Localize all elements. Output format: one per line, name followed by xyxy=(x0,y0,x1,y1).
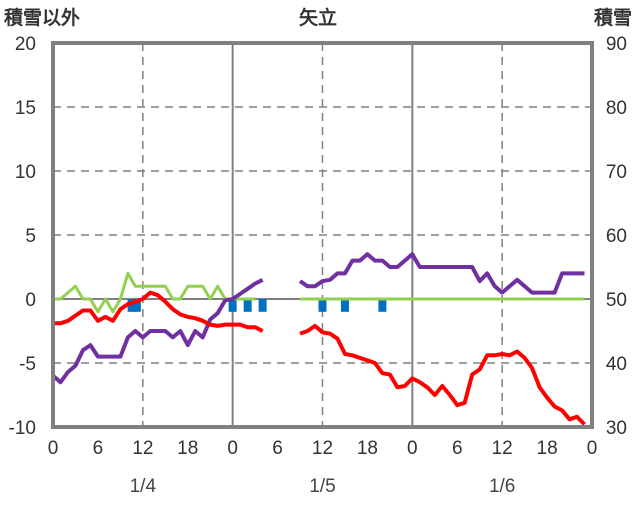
purple-series-line xyxy=(51,278,264,385)
y-tick-label: 5 xyxy=(25,226,36,247)
x-tick-label: 0 xyxy=(227,438,238,459)
date-label: 1/6 xyxy=(489,476,515,497)
right-axis-label: 積雪 xyxy=(594,6,632,29)
precip-bar xyxy=(228,299,237,312)
date-label: 1/5 xyxy=(309,476,335,497)
y2-tick-label: 50 xyxy=(606,290,627,311)
x-tick-label: 0 xyxy=(48,438,59,459)
x-tick-label: 12 xyxy=(492,438,513,459)
y-tick-label: -10 xyxy=(9,418,36,439)
y-tick-label: -5 xyxy=(19,354,36,375)
x-tick-label: 12 xyxy=(132,438,153,459)
precip-bar xyxy=(127,299,136,312)
green-series-line xyxy=(53,271,256,314)
x-tick-label: 18 xyxy=(177,438,198,459)
precip-bar xyxy=(340,299,349,312)
y2-tick-label: 90 xyxy=(606,34,627,55)
y2-tick-label: 70 xyxy=(606,162,627,183)
y-tick-label: 0 xyxy=(25,290,36,311)
precip-bar xyxy=(243,299,252,312)
x-tick-label: 0 xyxy=(587,438,598,459)
x-tick-label: 0 xyxy=(407,438,418,459)
date-label: 1/4 xyxy=(130,476,157,497)
x-tick-label: 12 xyxy=(312,438,333,459)
precip-bar xyxy=(132,299,141,312)
x-tick-label: 18 xyxy=(537,438,558,459)
precip-bar xyxy=(378,299,387,312)
red-series-line xyxy=(53,290,264,333)
x-tick-label: 6 xyxy=(93,438,104,459)
y2-tick-label: 80 xyxy=(606,98,627,119)
plot-frame xyxy=(51,41,594,429)
y-tick-label: 15 xyxy=(15,98,36,119)
y2-tick-label: 30 xyxy=(606,418,627,439)
x-tick-label: 6 xyxy=(272,438,283,459)
red-series-line xyxy=(299,323,586,426)
precip-bar xyxy=(318,299,327,312)
y-tick-label: 10 xyxy=(15,162,36,183)
x-tick-label: 6 xyxy=(452,438,463,459)
x-tick-label: 18 xyxy=(357,438,378,459)
y2-tick-label: 40 xyxy=(606,354,627,375)
left-axis-label: 積雪以外 xyxy=(4,6,80,29)
precip-bar xyxy=(258,299,267,312)
y2-tick-label: 60 xyxy=(606,226,627,247)
chart-title: 矢立 xyxy=(299,6,337,29)
y-tick-label: 20 xyxy=(15,34,36,55)
purple-series-line xyxy=(298,252,585,295)
